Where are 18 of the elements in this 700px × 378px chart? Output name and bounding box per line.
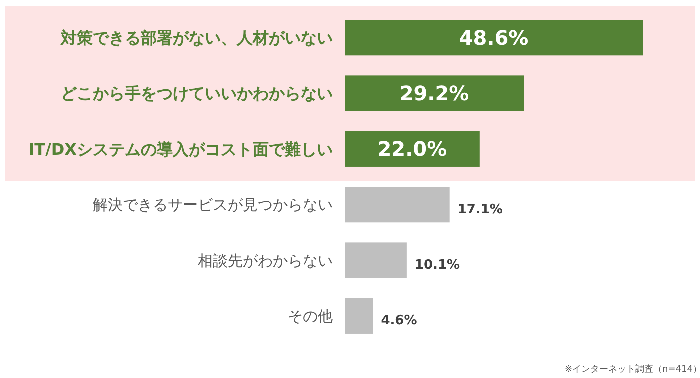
data-label: 4.6% bbox=[381, 314, 418, 329]
bar bbox=[345, 76, 524, 112]
text: ※インターネット調査（n=414） bbox=[565, 364, 700, 375]
bar bbox=[345, 187, 450, 223]
bar bbox=[345, 298, 374, 334]
data-label: 10.1% bbox=[414, 258, 460, 274]
y-tick-label: IT/DXシステムの導入がコスト面で難しい bbox=[28, 140, 333, 159]
y-tick-label: どこから手をつけていいかわからない bbox=[61, 84, 333, 104]
data-label: 17.1% bbox=[458, 202, 503, 218]
bar bbox=[345, 242, 407, 278]
y-tick-label: その他 bbox=[288, 307, 333, 326]
y-tick-label: 解決できるサービスが見つからない bbox=[93, 196, 333, 214]
data-label: 29.2% bbox=[400, 82, 470, 106]
y-tick-label: 対策できる部署がない、人材がいない bbox=[60, 28, 333, 48]
data-label: 48.6% bbox=[459, 26, 529, 50]
bar bbox=[345, 20, 643, 56]
data-label: 22.0% bbox=[378, 137, 448, 162]
y-tick-label: 相談先がわからない bbox=[198, 252, 333, 270]
